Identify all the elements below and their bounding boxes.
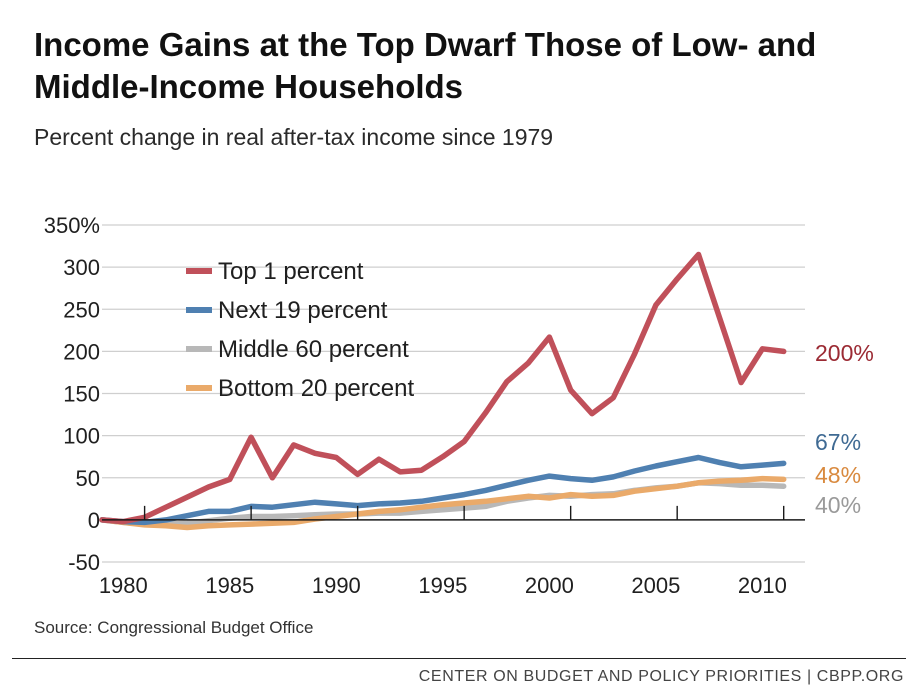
- y-tick-label: 350%: [44, 213, 100, 238]
- y-tick-label: 200: [63, 339, 100, 364]
- end-value-label: 200%: [815, 340, 874, 366]
- series-line-top-1-percent: [99, 251, 787, 525]
- legend: Top 1 percent Next 19 percent Middle 60 pe…: [186, 258, 414, 402]
- end-value-label: 40%: [815, 492, 861, 518]
- y-tick-label: 0: [88, 508, 100, 533]
- line-chart: -50 0 50 100 150 200 250 300 350% 1980 1985 1990 199…: [44, 213, 874, 598]
- y-tick-label: -50: [68, 550, 100, 575]
- chart-title: Income Gains at the Top Dwarf Those of L…: [34, 26, 817, 105]
- end-value-label: 48%: [815, 462, 861, 488]
- x-tick-label: 1980: [99, 573, 148, 598]
- end-labels: 200% 67% 40% 48%: [815, 340, 874, 518]
- series-lines: [99, 251, 787, 531]
- footer-credit: CENTER ON BUDGET AND POLICY PRIORITIES |…: [418, 668, 904, 685]
- legend-label: Middle 60 percent: [218, 336, 409, 363]
- y-tick-label: 100: [63, 424, 100, 449]
- y-tick-label: 250: [63, 297, 100, 322]
- x-tick-label: 2000: [525, 573, 574, 598]
- end-value-label: 67%: [815, 429, 861, 455]
- axes: -50 0 50 100 150 200 250 300 350% 1980 1985 1990 199…: [44, 213, 805, 598]
- legend-label: Next 19 percent: [218, 297, 388, 324]
- chart-subtitle: Percent change in real after-tax income …: [34, 124, 554, 150]
- x-tick-label: 2010: [738, 573, 787, 598]
- x-tick-label: 1990: [312, 573, 361, 598]
- source-note: Source: Congressional Budget Office: [34, 618, 314, 637]
- x-tick-label: 1995: [418, 573, 467, 598]
- x-tick-label: 2005: [631, 573, 680, 598]
- y-tick-label: 150: [63, 382, 100, 407]
- footer-divider: [12, 658, 906, 659]
- legend-label: Bottom 20 percent: [218, 375, 414, 402]
- x-tick-label: 1985: [205, 573, 254, 598]
- gridlines: [102, 224, 805, 563]
- legend-label: Top 1 percent: [218, 258, 364, 285]
- y-tick-label: 50: [76, 466, 100, 491]
- series-line-next-19-percent: [99, 454, 787, 526]
- y-tick-label: 300: [63, 255, 100, 280]
- series-line-bottom-20-percent: [99, 475, 787, 531]
